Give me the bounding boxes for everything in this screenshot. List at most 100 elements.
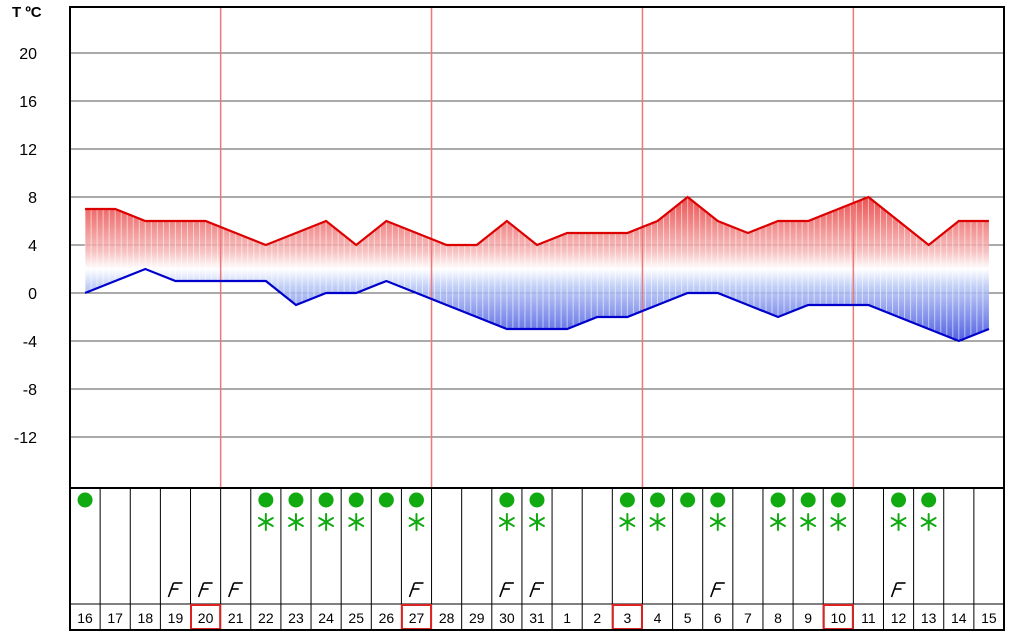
sun-icon [408,492,424,508]
snow-ray [498,517,515,527]
day-label: 7 [744,610,752,626]
snow-ray [920,517,937,527]
y-tick-label: 16 [19,94,37,111]
day-label: 4 [654,610,662,626]
wind-icon [499,582,514,598]
day-label: 12 [891,610,907,626]
snow-icon [830,513,847,531]
snow-ray [770,517,786,527]
wind-icon [197,582,213,598]
snow-ray [890,517,907,527]
sun-icon [921,492,937,508]
snow-ray [257,517,274,527]
wind-icon [890,582,906,598]
day-label: 5 [684,610,692,626]
week-separators [219,7,855,488]
snow-ray [348,517,365,527]
snow-ray [318,517,335,527]
snow-icon [649,513,666,531]
wind-staff [167,582,175,598]
day-label: 14 [951,610,967,626]
sun-icon [318,492,334,508]
day-label: 29 [469,610,485,626]
plot-frame [69,6,1005,631]
sun-icon [830,492,846,508]
day-label: 31 [529,610,545,626]
snow-icon [348,513,365,531]
day-label: 17 [107,610,123,626]
snow-icon [529,513,545,531]
day-label: 28 [439,610,455,626]
day-label: 27 [409,610,425,626]
sun-icon [619,492,635,508]
wind-staff [499,582,506,598]
day-label: 23 [288,610,304,626]
y-tick-label: 0 [28,286,37,303]
sun-icon [77,492,93,508]
wind-icon [529,582,544,598]
snow-icon [619,513,636,531]
day-label: 8 [774,610,782,626]
day-label: 6 [714,610,722,626]
day-label: 1 [563,610,571,626]
snow-icon [288,513,304,531]
wind-staff [197,582,205,598]
day-label: 11 [861,610,876,626]
snow-icon [709,513,726,531]
snow-icon [770,513,786,531]
wind-icon [710,582,725,598]
day-label: 26 [379,610,395,626]
sun-icon [288,492,304,508]
day-label: 25 [348,610,364,626]
day-labels: 16 17 18 19 20 21 22 23 24 25 26 27 28 29 30 31 1 2 3 4 5 6 7 8… [77,604,997,630]
snow-ray [709,517,726,527]
snow-icon [890,513,907,531]
day-label: 10 [831,610,847,626]
wind-staff [529,582,536,598]
wind-staff [890,582,898,598]
wind-icon [167,582,183,598]
sun-icon [348,492,364,508]
y-tick-label: 8 [28,190,37,207]
y-tick-label: -4 [23,334,37,351]
snow-icon [318,513,335,531]
max-temperature-line [85,195,989,247]
series-lines [84,195,990,343]
snow-ray [649,517,666,527]
icon-panel [70,487,1004,630]
wind-icon [408,582,424,598]
day-label: 19 [168,610,184,626]
wind-icon [227,582,243,598]
snow-icon [920,513,937,531]
day-label: 15 [981,610,997,626]
sun-icon [800,492,816,508]
day-label: 3 [623,610,631,626]
sun-icon [891,492,907,508]
sun-icon [770,492,786,508]
snow-icon [408,513,425,531]
y-tick-label: -8 [23,382,37,399]
day-label: 9 [804,610,812,626]
day-label: 30 [499,610,515,626]
y-tick-label: 20 [19,46,37,63]
wind-staff [408,582,416,598]
y-axis-label: T ºC [12,4,42,21]
day-label: 13 [921,610,937,626]
y-tick-label: 12 [19,142,37,159]
y-tick-labels: 20 16 12 8 4 0 -4 -8 -12 [14,46,37,447]
sun-icon [499,492,515,508]
day-label: 16 [77,610,93,626]
min-temperature-line [84,267,990,343]
series-fill [84,197,989,341]
sun-icon [529,492,545,508]
day-label: 20 [198,610,214,626]
day-label: 18 [138,610,154,626]
snow-icon [800,513,817,531]
sun-icon [258,492,274,508]
snow-ray [529,517,545,527]
y-tick-label: 4 [28,238,37,255]
sun-icon [680,492,696,508]
snow-ray [830,517,847,527]
snow-ray [800,517,817,527]
day-label: 21 [228,610,244,626]
